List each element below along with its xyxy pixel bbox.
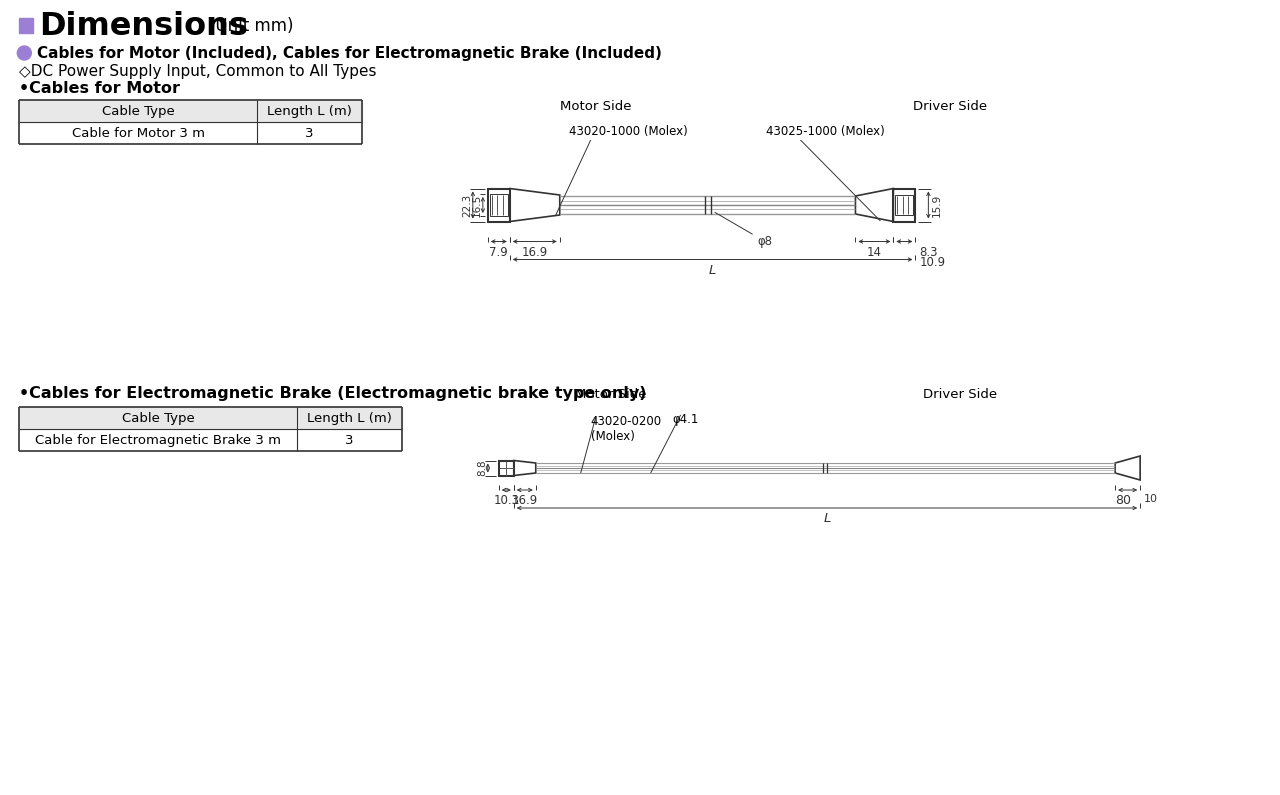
Bar [893,188,915,222]
Text: Cable Type: Cable Type [102,104,174,118]
Text: Driver Side: Driver Side [923,388,997,401]
Text: •Cables for Electromagnetic Brake (Electromagnetic brake type only): •Cables for Electromagnetic Brake (Elect… [19,386,646,401]
Text: 8.3: 8.3 [919,246,938,258]
Text: Length L (m): Length L (m) [268,104,352,118]
Text: 3: 3 [346,433,353,447]
Text: 80: 80 [1115,494,1130,507]
Text: (Unit mm): (Unit mm) [209,17,293,35]
Bar [499,460,513,475]
Text: L: L [709,263,717,277]
Text: 3: 3 [305,126,314,139]
Text: •Cables for Motor: •Cables for Motor [19,80,180,95]
Bar [490,194,508,216]
Text: Cables for Motor (Included), Cables for Electromagnetic Brake (Included): Cables for Motor (Included), Cables for … [37,45,662,60]
Text: 10: 10 [1144,494,1158,504]
Text: φ8: φ8 [716,212,773,248]
Text: Dimensions: Dimensions [40,10,248,41]
Bar [19,100,362,122]
Text: 15.9: 15.9 [932,193,941,216]
Text: 10.9: 10.9 [919,255,946,269]
Text: 16.9: 16.9 [512,494,538,507]
Text: Driver Side: Driver Side [913,100,987,113]
Text: 8.8: 8.8 [477,460,486,476]
Text: Length L (m): Length L (m) [307,412,392,425]
Text: Cable for Motor 3 m: Cable for Motor 3 m [72,126,205,139]
Text: Motor Side: Motor Side [575,388,646,401]
Text: L: L [823,512,831,525]
Bar [488,188,509,222]
Text: 43020-1000 (Molex): 43020-1000 (Molex) [568,125,687,138]
Text: φ4.1: φ4.1 [672,413,699,426]
Text: 43020-0200
(Molex): 43020-0200 (Molex) [590,415,662,443]
Text: Cable Type: Cable Type [122,412,195,425]
Text: 7.9: 7.9 [489,246,508,258]
Text: 16.9: 16.9 [522,246,548,258]
Text: 10.3: 10.3 [493,494,520,507]
Text: Cable for Electromagnetic Brake 3 m: Cable for Electromagnetic Brake 3 m [35,433,282,447]
Text: 16.5: 16.5 [472,193,481,216]
Bar [19,407,402,429]
Text: Motor Side: Motor Side [559,100,631,113]
Bar [19,18,33,33]
Text: 43025-1000 (Molex): 43025-1000 (Molex) [765,125,884,138]
Text: 22.3: 22.3 [462,193,472,216]
Circle shape [18,46,31,60]
Text: 14: 14 [867,246,882,258]
Bar [896,195,914,215]
Text: ◇DC Power Supply Input, Common to All Types: ◇DC Power Supply Input, Common to All Ty… [19,64,376,79]
